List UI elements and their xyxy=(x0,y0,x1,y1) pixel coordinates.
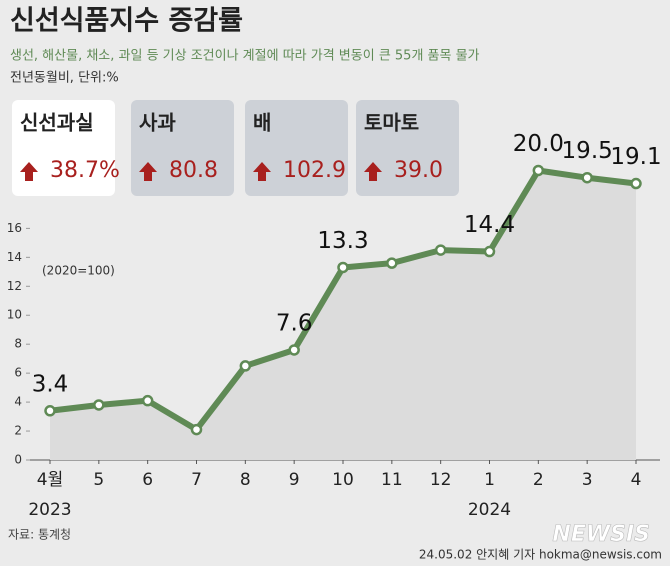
card-value: 80.8 xyxy=(169,158,218,183)
credit: 24.05.02 안지혜 기자 hokma@newsis.com xyxy=(419,548,662,562)
x-tick-label: 12 xyxy=(430,470,452,490)
data-label: 19.1 xyxy=(610,144,661,170)
data-label: 13.3 xyxy=(317,228,368,254)
year-label: 2023 xyxy=(28,500,71,520)
arrow-icon xyxy=(139,162,157,181)
card-name: 배 xyxy=(253,111,271,135)
x-tick-label: 2 xyxy=(533,470,544,490)
point xyxy=(190,423,203,436)
x-tick-label: 11 xyxy=(381,470,403,490)
y-tick-label: 12 xyxy=(7,279,22,293)
y-tick-label: 2 xyxy=(14,424,22,438)
x-tick-label: 5 xyxy=(93,470,104,490)
area xyxy=(50,170,636,460)
x-tick-label: 1 xyxy=(484,470,495,490)
card-name: 토마토 xyxy=(364,111,419,135)
x-tick-label: 4월 xyxy=(37,470,63,490)
data-label: 14.4 xyxy=(464,212,515,238)
card-name: 사과 xyxy=(139,111,176,135)
card-value: 39.0 xyxy=(394,158,443,183)
y-tick-label: 6 xyxy=(14,366,22,380)
card-value: 38.7% xyxy=(50,158,120,183)
x-tick-label: 3 xyxy=(582,470,593,490)
card-name: 신선과실 xyxy=(20,111,94,135)
point xyxy=(581,171,593,184)
arrow-icon xyxy=(364,162,382,181)
data-label: 20.0 xyxy=(513,131,564,157)
source: 자료: 통계청 xyxy=(8,528,71,542)
point xyxy=(532,164,545,177)
point xyxy=(386,257,398,269)
card-value: 102.9 xyxy=(283,158,346,183)
data-label: 3.4 xyxy=(32,371,69,397)
point xyxy=(434,244,447,256)
y-tick-label: 10 xyxy=(7,308,22,322)
y-tick-label: 4 xyxy=(14,395,22,409)
point xyxy=(93,399,105,411)
point xyxy=(288,344,300,356)
annotation: (2020=100) xyxy=(42,264,115,278)
subtitle: 생선, 해산물, 채소, 과일 등 기상 조건이나 계절에 따라 가격 변동이 … xyxy=(10,49,480,64)
point xyxy=(44,405,56,417)
x-tick-label: 8 xyxy=(240,470,251,490)
arrow-icon xyxy=(253,162,271,181)
x-tick-label: 6 xyxy=(142,470,153,490)
watermark: NEWSIS xyxy=(552,522,650,547)
point xyxy=(337,261,349,274)
point xyxy=(483,245,496,258)
y-tick-label: 0 xyxy=(14,453,22,467)
chart-title: 신선식품지수 증감률 xyxy=(10,6,243,37)
data-label: 19.5 xyxy=(562,138,613,164)
y-tick-label: 16 xyxy=(7,221,22,235)
point xyxy=(141,394,154,407)
x-tick-label: 10 xyxy=(332,470,354,490)
arrow-icon xyxy=(20,162,38,181)
year-label: 2024 xyxy=(468,500,511,520)
y-tick-label: 8 xyxy=(14,337,22,351)
point xyxy=(239,360,252,372)
data-label: 7.6 xyxy=(276,310,313,336)
unit-note: 전년동월비, 단위:% xyxy=(10,71,119,86)
x-tick-label: 9 xyxy=(289,470,300,490)
x-tick-label: 7 xyxy=(191,470,202,490)
point xyxy=(630,177,642,190)
y-tick-label: 14 xyxy=(7,250,22,264)
x-tick-label: 4 xyxy=(631,470,642,490)
